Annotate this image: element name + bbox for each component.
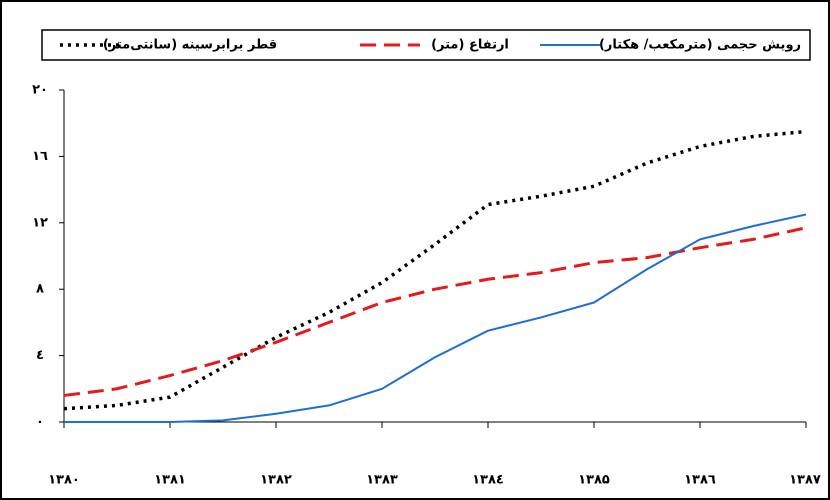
x-tick-label: ۱۳۸۲ <box>260 473 292 488</box>
legend-label: رویش حجمی (مترمکعب/ هکتار) <box>599 38 801 53</box>
y-tick-label: ۱٦ <box>32 149 48 164</box>
y-tick-label: ۲۰ <box>32 83 48 98</box>
legend-label: قطر برابرسینه (سانتی‌متر) <box>103 38 277 53</box>
x-tick-label: ۱۳۸٦ <box>684 473 716 488</box>
x-tick-label: ۱۳۸٤ <box>472 473 504 488</box>
x-tick-label: ۱۳۸۵ <box>578 473 610 488</box>
x-tick-label: ۱۳۸۷ <box>789 473 821 488</box>
x-tick-label: ۱۳۸۰ <box>48 473 80 488</box>
data-line <box>64 213 807 423</box>
y-tick-label: ۸ <box>36 282 44 297</box>
data-line <box>63 226 807 397</box>
legend-box <box>41 29 811 61</box>
y-tick-label: ۰ <box>36 415 44 430</box>
x-tick-label: ۱۳۸۳ <box>366 473 398 488</box>
x-tick-label: ۱۳۸۱ <box>154 473 186 488</box>
legend-label: ارتفاع (متر) <box>431 38 509 53</box>
y-tick-label: ٤ <box>36 348 44 363</box>
y-tick-label: ۱۲ <box>32 215 48 230</box>
data-line <box>63 129 807 411</box>
